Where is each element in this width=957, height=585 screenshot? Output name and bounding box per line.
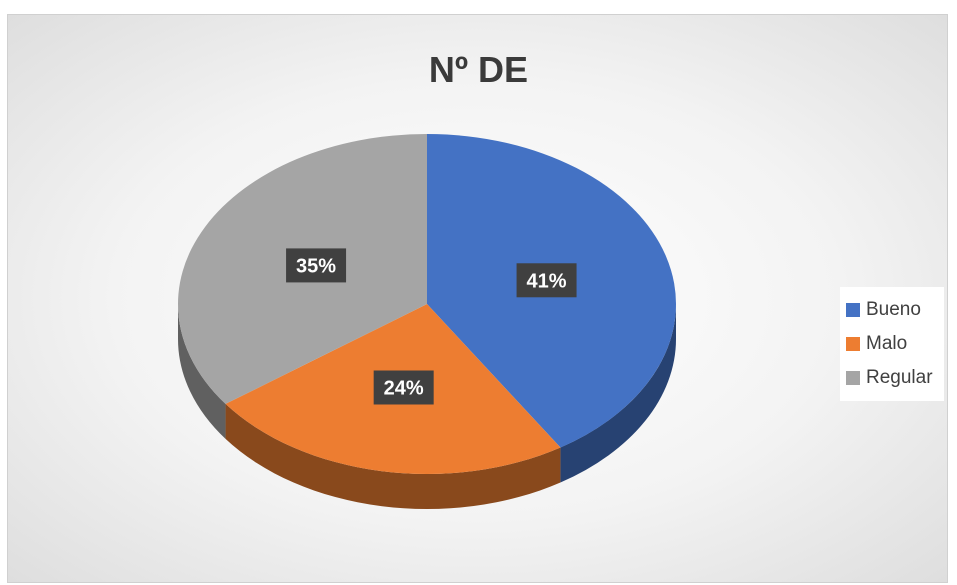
legend-item-regular: Regular <box>846 361 940 395</box>
data-label-regular: 35% <box>296 255 336 277</box>
legend-item-bueno: Bueno <box>846 293 940 327</box>
legend-label: Regular <box>866 367 933 388</box>
chart-title: Nº DE <box>428 49 529 90</box>
legend-swatch <box>846 371 860 385</box>
data-label-box-bueno <box>516 263 577 298</box>
pie-chart: 41% 24% 35% <box>177 134 677 509</box>
legend-label: Bueno <box>866 299 921 320</box>
pie-group: 41% 24% 35% <box>177 134 677 509</box>
chart-legend: Bueno Malo Regular <box>840 287 944 401</box>
pie-side-bueno <box>560 304 676 483</box>
pie-side-malo <box>225 403 561 509</box>
legend-swatch <box>846 303 860 317</box>
legend-label: Malo <box>866 333 908 354</box>
pie-side-regular <box>178 304 226 439</box>
legend-swatch <box>846 337 860 351</box>
data-label-box-regular <box>286 248 347 283</box>
chart-area: 41% 24% 35% Nº DE Bueno Malo Regular <box>7 14 948 583</box>
data-label-box-malo <box>373 370 434 405</box>
data-label-bueno: 41% <box>527 270 567 292</box>
data-label-malo: 24% <box>384 377 424 399</box>
legend-item-malo: Malo <box>846 327 940 361</box>
